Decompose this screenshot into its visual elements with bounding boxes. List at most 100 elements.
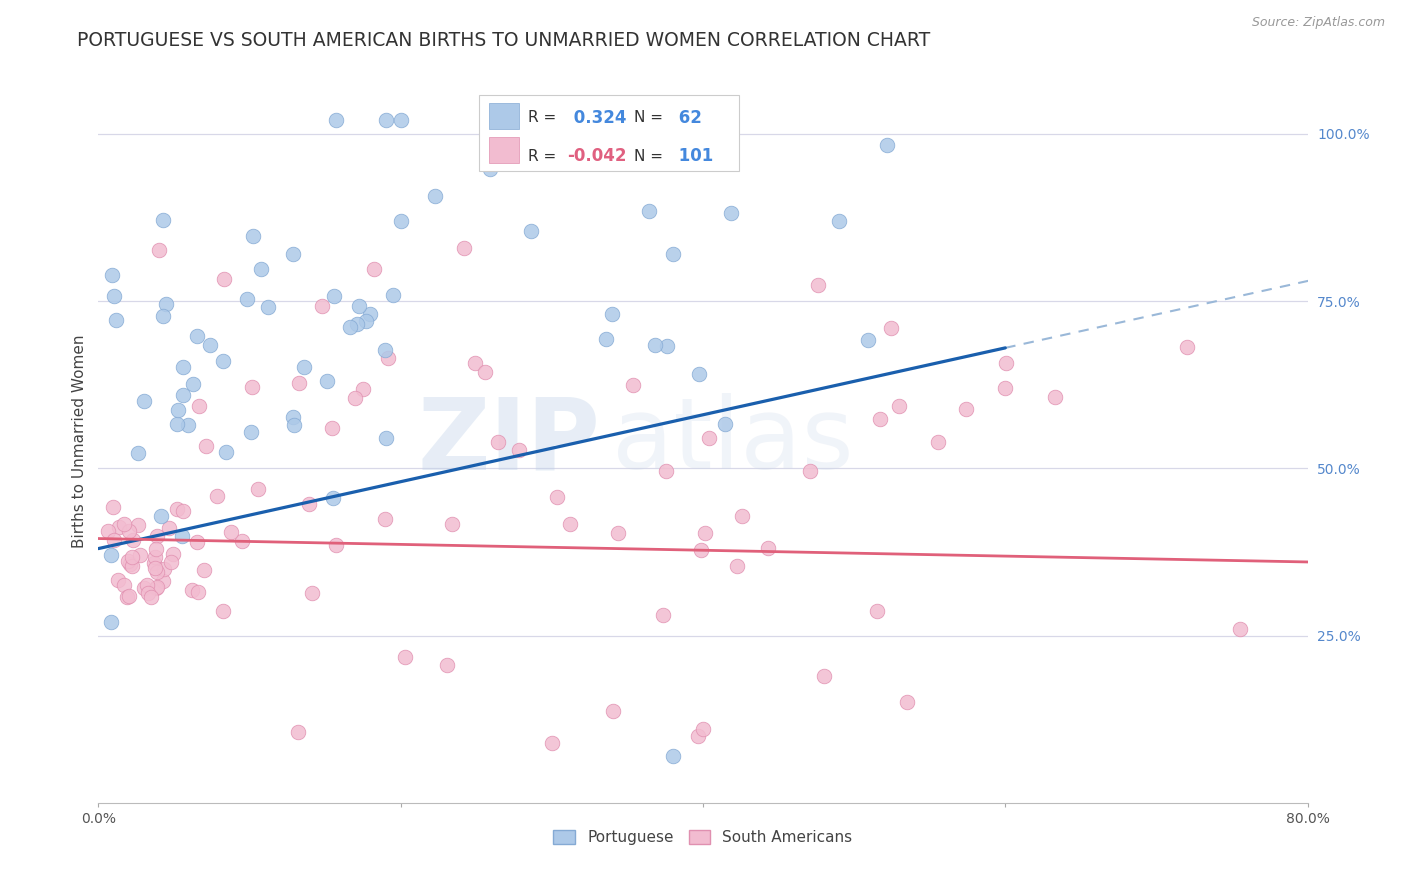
- Point: [652, 608, 675, 623]
- Point: [187, 399, 209, 413]
- Point: [655, 464, 678, 478]
- Point: [602, 704, 624, 718]
- Point: [281, 409, 304, 424]
- Point: [145, 550, 167, 565]
- Point: [339, 319, 361, 334]
- Point: [231, 533, 253, 548]
- Point: [194, 439, 217, 453]
- Point: [136, 578, 159, 592]
- Point: [322, 491, 344, 505]
- Point: [731, 509, 754, 524]
- FancyBboxPatch shape: [479, 95, 740, 170]
- Point: [167, 403, 190, 417]
- Point: [166, 417, 188, 432]
- Point: [172, 504, 194, 518]
- Point: [148, 244, 170, 258]
- Point: [118, 524, 141, 538]
- Point: [100, 548, 122, 562]
- Point: [315, 374, 337, 388]
- FancyBboxPatch shape: [489, 137, 519, 163]
- Point: [101, 500, 124, 514]
- Point: [799, 464, 821, 478]
- Point: [546, 490, 568, 504]
- Point: [346, 317, 368, 331]
- Point: [889, 399, 911, 413]
- Point: [389, 214, 412, 228]
- Point: [145, 566, 167, 580]
- Point: [453, 240, 475, 255]
- Point: [866, 604, 889, 618]
- Point: [128, 548, 150, 562]
- Point: [172, 359, 194, 374]
- Point: [127, 445, 149, 459]
- Point: [120, 558, 142, 572]
- Point: [215, 444, 238, 458]
- Point: [246, 482, 269, 496]
- Point: [927, 435, 949, 450]
- Point: [381, 288, 404, 302]
- Point: [690, 542, 713, 557]
- Point: [423, 189, 446, 203]
- Point: [117, 554, 139, 568]
- Point: [441, 516, 464, 531]
- Point: [486, 435, 509, 450]
- Point: [292, 359, 315, 374]
- Point: [219, 525, 242, 540]
- Point: [688, 367, 710, 381]
- Point: [560, 516, 582, 531]
- Point: [186, 534, 208, 549]
- Point: [321, 420, 343, 434]
- Point: [896, 696, 918, 710]
- Point: [101, 268, 124, 282]
- Point: [250, 261, 273, 276]
- Point: [149, 508, 172, 523]
- Point: [436, 658, 458, 673]
- Point: [374, 512, 396, 526]
- Point: [354, 313, 377, 327]
- Point: [107, 520, 129, 534]
- FancyBboxPatch shape: [489, 103, 519, 129]
- Point: [994, 381, 1017, 395]
- Point: [212, 354, 235, 368]
- Point: [828, 214, 851, 228]
- Point: [145, 582, 167, 596]
- Point: [955, 402, 977, 417]
- Point: [394, 650, 416, 665]
- Point: [172, 388, 194, 402]
- Point: [697, 431, 720, 445]
- Point: [152, 309, 174, 323]
- Point: [132, 393, 155, 408]
- Point: [162, 547, 184, 561]
- Point: [193, 563, 215, 577]
- Point: [236, 292, 259, 306]
- Point: [301, 586, 323, 600]
- Point: [595, 332, 617, 346]
- Point: [1229, 622, 1251, 636]
- Point: [159, 521, 181, 535]
- Point: [181, 377, 204, 392]
- Point: [1045, 390, 1067, 404]
- Point: [725, 559, 748, 574]
- Point: [298, 497, 321, 511]
- Point: [143, 561, 166, 575]
- Point: [621, 378, 644, 392]
- Point: [200, 338, 222, 352]
- Point: [540, 735, 562, 749]
- Point: [139, 590, 162, 604]
- Point: [155, 296, 177, 310]
- Point: [661, 749, 683, 764]
- Point: [508, 442, 530, 457]
- Point: [187, 585, 209, 599]
- Point: [153, 562, 176, 576]
- Point: [374, 113, 396, 128]
- Point: [869, 412, 891, 426]
- Point: [600, 307, 623, 321]
- Point: [325, 538, 347, 552]
- Point: [145, 542, 167, 557]
- Point: [177, 417, 200, 432]
- Point: [644, 338, 666, 352]
- Point: [181, 582, 204, 597]
- Text: atlas: atlas: [613, 393, 853, 490]
- Point: [377, 351, 399, 365]
- Point: [856, 333, 879, 347]
